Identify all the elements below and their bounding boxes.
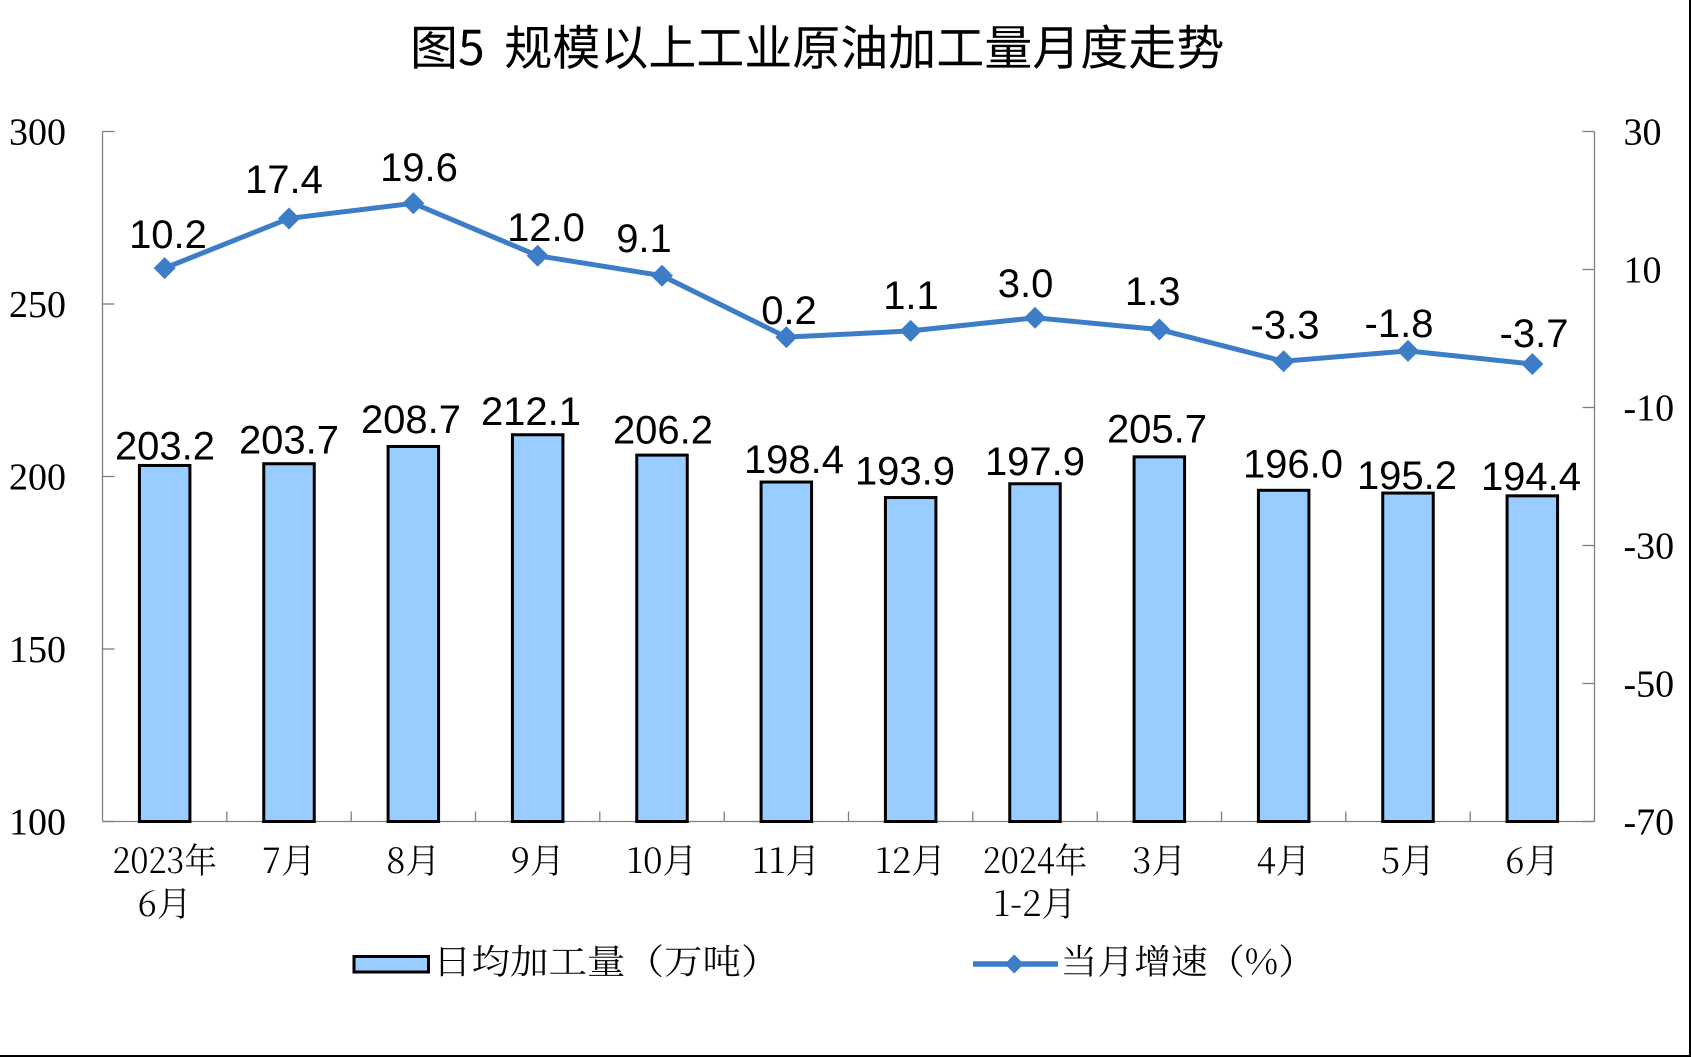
svg-text:206.2: 206.2 [613,408,713,452]
svg-text:150: 150 [9,629,66,671]
svg-text:1.3: 1.3 [1125,270,1181,314]
svg-text:-70: -70 [1624,802,1675,844]
svg-text:-3.3: -3.3 [1251,304,1320,348]
svg-text:205.7: 205.7 [1107,407,1207,451]
svg-text:208.7: 208.7 [361,398,461,442]
svg-text:300: 300 [9,112,66,154]
svg-text:203.2: 203.2 [115,425,215,469]
svg-text:1.1: 1.1 [883,274,939,318]
svg-text:100: 100 [9,802,66,844]
svg-text:12.0: 12.0 [507,206,585,250]
svg-text:193.9: 193.9 [855,450,955,494]
svg-text:203.7: 203.7 [239,419,339,463]
svg-text:9.1: 9.1 [616,217,672,261]
svg-text:196.0: 196.0 [1243,442,1343,486]
svg-text:10: 10 [1624,250,1662,292]
svg-text:-10: -10 [1624,388,1675,430]
svg-text:-3.7: -3.7 [1500,312,1569,356]
svg-text:-30: -30 [1624,526,1675,568]
svg-text:10.2: 10.2 [129,213,207,257]
svg-text:212.1: 212.1 [481,390,581,434]
svg-text:0.2: 0.2 [761,289,817,333]
svg-text:17.4: 17.4 [245,158,323,202]
svg-text:250: 250 [9,284,66,326]
svg-text:-1.8: -1.8 [1365,302,1434,346]
svg-text:3.0: 3.0 [998,262,1054,306]
svg-text:198.4: 198.4 [744,438,844,482]
svg-text:-50: -50 [1624,664,1675,706]
svg-text:19.6: 19.6 [380,146,458,190]
svg-text:200: 200 [9,457,66,499]
svg-text:195.2: 195.2 [1357,454,1457,498]
svg-text:30: 30 [1624,112,1662,154]
svg-text:197.9: 197.9 [985,440,1085,484]
svg-text:194.4: 194.4 [1481,455,1581,499]
